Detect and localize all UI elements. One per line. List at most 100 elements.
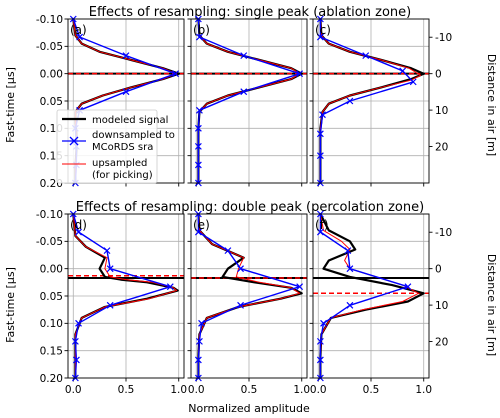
panel-e: 0.0 0.5 1.0 (e) (187, 210, 310, 396)
panel-label: (e) (193, 218, 210, 232)
marker-downsampled (237, 301, 244, 309)
y2-tick-label: 0 (435, 263, 442, 275)
panel-b: (b) (187, 15, 308, 187)
x-tick-label: 0.5 (363, 384, 380, 396)
y2-tick-label: 10 (435, 105, 448, 117)
y-axis-label-bottom: Fast-time [μs] (4, 267, 17, 343)
marker-downsampled (194, 124, 202, 132)
marker-downsampled (172, 70, 179, 78)
marker-downsampled (166, 283, 174, 291)
panel-label: (b) (193, 23, 210, 37)
marker-downsampled (296, 70, 304, 78)
legend-marker-downsampled (69, 136, 79, 146)
y-tick-label: 0.10 (40, 318, 63, 330)
legend-label-upsampled-1: upsampled (92, 158, 147, 169)
marker-downsampled (346, 301, 354, 309)
marker-downsampled (196, 33, 203, 41)
panel-label: (c) (315, 23, 331, 37)
legend-label-downsampled-1: downsampled to (92, 130, 175, 141)
y-tick-label: -0.05 (36, 41, 63, 53)
marker-downsampled (75, 228, 82, 236)
panel-f: 0.0 0.5 1.0 -10 0 10 20 (f) (309, 210, 452, 396)
panels-group: -0.10-0.050.000.050.100.150.20(a) (b)-100… (36, 14, 452, 396)
series-downsampled (319, 214, 409, 378)
x-tick-label: 1.0 (293, 384, 310, 396)
legend-box (56, 109, 158, 184)
marker-downsampled (196, 337, 203, 345)
x-tick-label: 0.0 (188, 384, 205, 396)
marker-downsampled (76, 33, 84, 41)
marker-downsampled (409, 78, 417, 86)
marker-downsampled (224, 247, 232, 255)
y-tick-label: 0.00 (40, 68, 63, 80)
marker-downsampled (316, 130, 324, 138)
marker-downsampled (344, 247, 352, 255)
y-tick-label: -0.10 (36, 14, 63, 26)
panel-c: -10 0 10 20 (c) (309, 15, 452, 187)
y-tick-label: 0.15 (40, 345, 63, 357)
y-tick-label: 0.00 (40, 263, 63, 275)
marker-downsampled (122, 88, 130, 96)
legend-label-upsampled-2: (for picking) (92, 170, 153, 181)
y2-axis-label-top: Distance in air [m] (485, 54, 498, 156)
x-tick-label: 1.0 (415, 384, 432, 396)
x-tick-label: 0.5 (118, 384, 135, 396)
y2-tick-label: 0 (435, 68, 442, 80)
marker-downsampled (316, 337, 324, 345)
panel-label: (a) (70, 23, 87, 37)
marker-downsampled (73, 356, 80, 364)
bottom-title: Effects of resampling: double peak (perc… (76, 200, 424, 215)
marker-downsampled (296, 283, 304, 291)
marker-downsampled (346, 265, 354, 273)
marker-downsampled (404, 283, 412, 291)
legend: modeled signal downsampled to MCoRDS sra… (56, 109, 175, 184)
panel-frame (190, 18, 308, 184)
x-tick-label: 0.5 (241, 384, 258, 396)
panel-frame (312, 213, 430, 379)
top-title: Effects of resampling: single peak (abla… (89, 5, 411, 20)
y-tick-label: 0.05 (40, 96, 63, 108)
x-tick-label: 1.0 (170, 384, 187, 396)
y2-axis-label-bottom: Distance in air [m] (485, 254, 498, 356)
marker-downsampled (237, 265, 244, 273)
panel-label: (f) (315, 218, 329, 232)
marker-downsampled (316, 33, 324, 41)
marker-downsampled (319, 111, 326, 119)
marker-downsampled (106, 301, 114, 309)
series-upsampled (197, 213, 301, 378)
x-axis-label: Normalized amplitude (188, 402, 310, 415)
marker-downsampled (362, 52, 370, 60)
panel-frame (190, 213, 308, 379)
marker-downsampled (196, 106, 203, 114)
marker-downsampled (320, 319, 327, 327)
y-tick-label: 0.20 (40, 373, 63, 385)
marker-downsampled (198, 319, 205, 327)
y-tick-label: -0.05 (36, 236, 63, 248)
y2-tick-label: -10 (435, 227, 452, 239)
x-tick-label: 0.0 (310, 384, 327, 396)
legend-label-downsampled-2: MCoRDS sra (92, 142, 153, 153)
y2-tick-label: 10 (435, 300, 448, 312)
marker-downsampled (316, 152, 324, 160)
marker-downsampled (316, 356, 324, 364)
marker-downsampled (194, 356, 202, 364)
marker-downsampled (316, 228, 324, 236)
y-axis-label-top: Fast-time [μs] (4, 67, 17, 143)
series-downsampled (197, 214, 301, 378)
y-tick-label: 0.05 (40, 291, 63, 303)
panel-d: 0.0 0.5 1.0 -0.10 -0.05 0.00 0.05 0.10 0.15 0.20 (… (36, 209, 187, 396)
marker-downsampled (71, 337, 79, 345)
marker-downsampled (240, 88, 248, 96)
marker-downsampled (122, 52, 130, 60)
marker-downsampled (346, 97, 354, 105)
panel-frame (67, 213, 185, 379)
y2-tick-label: -10 (435, 32, 452, 44)
series-downsampled (319, 19, 414, 183)
marker-downsampled (75, 319, 82, 327)
marker-downsampled (106, 265, 114, 273)
x-tick-label: 0.0 (65, 384, 82, 396)
panel-label: (d) (70, 218, 87, 232)
y-tick-label: -0.10 (36, 209, 63, 221)
marker-downsampled (194, 161, 202, 169)
y2-tick-label: 20 (435, 336, 448, 348)
